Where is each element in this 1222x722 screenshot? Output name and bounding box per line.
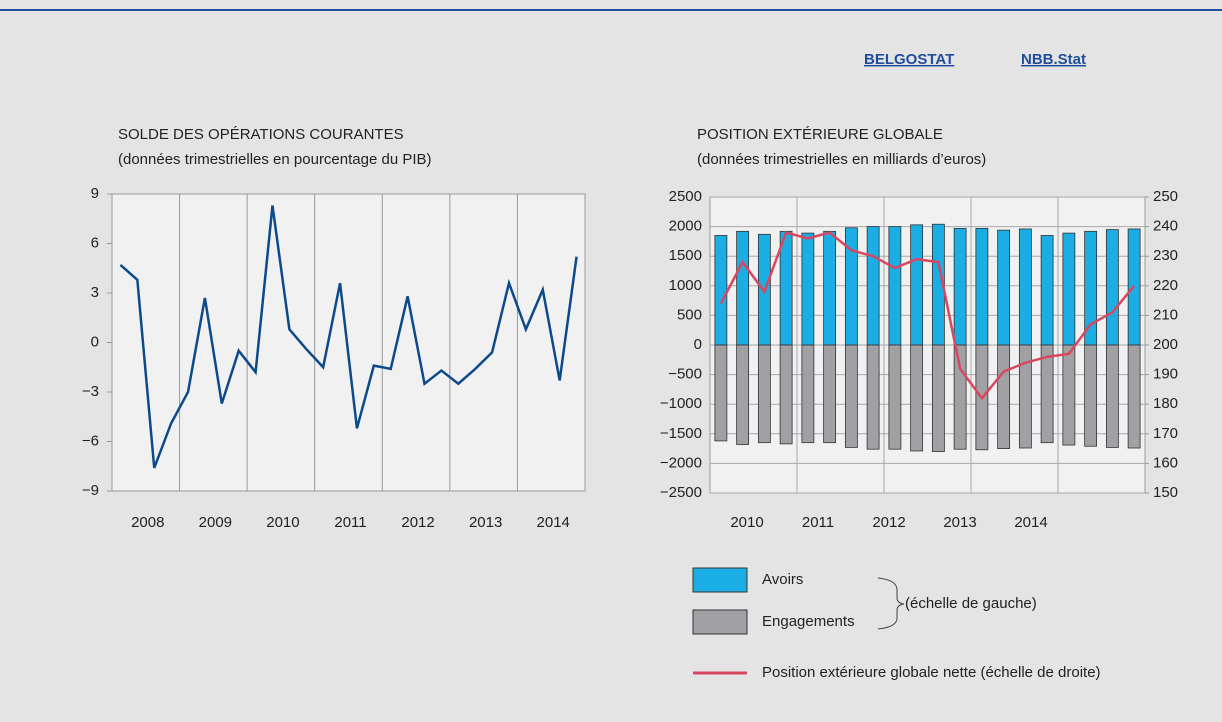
y-tick-label: 2500 xyxy=(669,188,702,205)
bar xyxy=(975,227,989,346)
link[interactable]: BELGOSTAT xyxy=(864,51,954,68)
x-tick-label: 2014 xyxy=(537,514,570,531)
bar xyxy=(866,344,880,450)
y-tick-label: 500 xyxy=(677,306,702,323)
y-tick-label: 0 xyxy=(91,333,99,350)
y2-tick-label: 190 xyxy=(1153,366,1178,383)
y-tick-label: −1000 xyxy=(660,395,702,412)
bar xyxy=(931,344,945,452)
bar xyxy=(953,344,967,450)
x-tick-label: 2012 xyxy=(872,514,905,531)
bar xyxy=(823,344,837,444)
bar xyxy=(779,230,793,346)
y2-tick-label: 210 xyxy=(1153,306,1178,323)
legend-note: (échelle de gauche) xyxy=(905,595,1037,612)
x-tick-label: 2010 xyxy=(730,514,763,531)
bar xyxy=(866,226,880,346)
y-tick-label: 9 xyxy=(91,185,99,202)
bar xyxy=(823,230,837,346)
y2-tick-label: 200 xyxy=(1153,336,1178,353)
x-tick-label: 2010 xyxy=(266,514,299,531)
x-tick-label: 2014 xyxy=(1014,514,1047,531)
bar xyxy=(888,226,902,346)
x-tick-label: 2013 xyxy=(943,514,976,531)
bar xyxy=(1062,232,1076,346)
bar xyxy=(801,232,815,346)
bar xyxy=(1018,344,1032,449)
bar xyxy=(1040,344,1054,444)
line xyxy=(719,231,1136,401)
bar xyxy=(1105,344,1119,448)
y-tick-label: −500 xyxy=(668,366,702,383)
y-tick-label: −9 xyxy=(82,482,99,499)
bar xyxy=(997,344,1011,449)
bar xyxy=(714,344,728,442)
chart-subtitle: (données trimestrielles en milliards d’e… xyxy=(697,151,986,168)
chart-title: SOLDE DES OPÉRATIONS COURANTES xyxy=(118,126,404,143)
bar xyxy=(736,344,750,445)
x-tick-label: 2011 xyxy=(334,514,366,531)
legend-swatch xyxy=(692,567,748,593)
bar xyxy=(997,229,1011,346)
chart-title: POSITION EXTÉRIEURE GLOBALE xyxy=(697,126,943,143)
y-tick-label: 0 xyxy=(694,336,702,353)
y-tick-label: −2000 xyxy=(660,454,702,471)
line xyxy=(119,205,578,469)
bar xyxy=(1105,229,1119,346)
x-tick-label: 2009 xyxy=(199,514,232,531)
top-rule xyxy=(0,9,1222,11)
y-tick-label: 1000 xyxy=(669,277,702,294)
x-tick-label: 2011 xyxy=(802,514,834,531)
y-tick-label: −3 xyxy=(82,383,99,400)
bar xyxy=(888,344,902,450)
bar xyxy=(736,230,750,346)
bar xyxy=(757,344,771,444)
legend-brace xyxy=(877,577,905,630)
x-tick-label: 2013 xyxy=(469,514,502,531)
y-tick-label: −2500 xyxy=(660,484,702,501)
bar xyxy=(844,344,858,448)
bar xyxy=(801,344,815,444)
bar xyxy=(1084,344,1098,447)
y2-tick-label: 230 xyxy=(1153,247,1178,264)
y-tick-label: 1500 xyxy=(669,247,702,264)
y2-tick-label: 240 xyxy=(1153,218,1178,235)
y2-tick-label: 160 xyxy=(1153,454,1178,471)
y-tick-label: 6 xyxy=(91,234,99,251)
x-tick-label: 2008 xyxy=(131,514,164,531)
bar xyxy=(1127,344,1141,449)
y-tick-label: −6 xyxy=(82,432,99,449)
y2-tick-label: 220 xyxy=(1153,277,1178,294)
y2-tick-label: 170 xyxy=(1153,425,1178,442)
legend-swatch xyxy=(692,609,748,635)
link[interactable]: NBB.Stat xyxy=(1021,51,1086,68)
y-tick-label: 2000 xyxy=(669,218,702,235)
bar xyxy=(714,235,728,346)
y2-tick-label: 250 xyxy=(1153,188,1178,205)
y-tick-label: −1500 xyxy=(660,425,702,442)
bar xyxy=(1018,228,1032,346)
bar xyxy=(910,344,924,452)
bar xyxy=(779,344,793,445)
legend-label: Avoirs xyxy=(762,571,803,588)
x-tick-label: 2012 xyxy=(401,514,434,531)
bar xyxy=(910,224,924,346)
y2-tick-label: 180 xyxy=(1153,395,1178,412)
y-tick-label: 3 xyxy=(91,284,99,301)
plot-area xyxy=(111,193,586,492)
bar xyxy=(1062,344,1076,446)
legend-label: Position extérieure globale nette (échel… xyxy=(762,664,1101,681)
y2-tick-label: 150 xyxy=(1153,484,1178,501)
chart-subtitle: (données trimestrielles en pourcentage d… xyxy=(118,151,432,168)
legend-label: Engagements xyxy=(762,613,855,630)
bar xyxy=(953,227,967,346)
bar xyxy=(1040,235,1054,346)
